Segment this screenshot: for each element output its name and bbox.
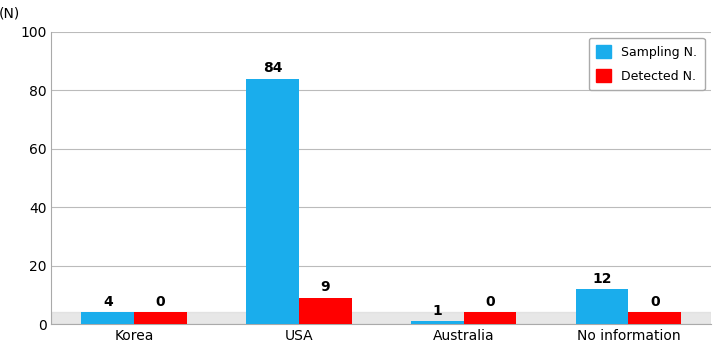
Bar xyxy=(52,313,711,324)
Bar xyxy=(246,78,299,324)
Bar xyxy=(464,313,516,324)
Text: 9: 9 xyxy=(320,280,330,294)
Bar xyxy=(299,298,352,324)
Text: 0: 0 xyxy=(650,295,660,309)
Text: 0: 0 xyxy=(156,295,165,309)
Bar xyxy=(576,289,628,324)
Text: 84: 84 xyxy=(263,61,282,75)
Bar xyxy=(628,313,681,324)
Bar xyxy=(411,321,464,324)
Text: 0: 0 xyxy=(485,295,495,309)
Text: 4: 4 xyxy=(103,295,113,309)
Text: 12: 12 xyxy=(592,272,612,286)
Bar xyxy=(134,313,187,324)
Legend: Sampling N., Detected N.: Sampling N., Detected N. xyxy=(589,38,705,90)
Text: (N): (N) xyxy=(0,6,20,20)
Text: 1: 1 xyxy=(432,304,442,318)
Bar xyxy=(81,313,134,324)
